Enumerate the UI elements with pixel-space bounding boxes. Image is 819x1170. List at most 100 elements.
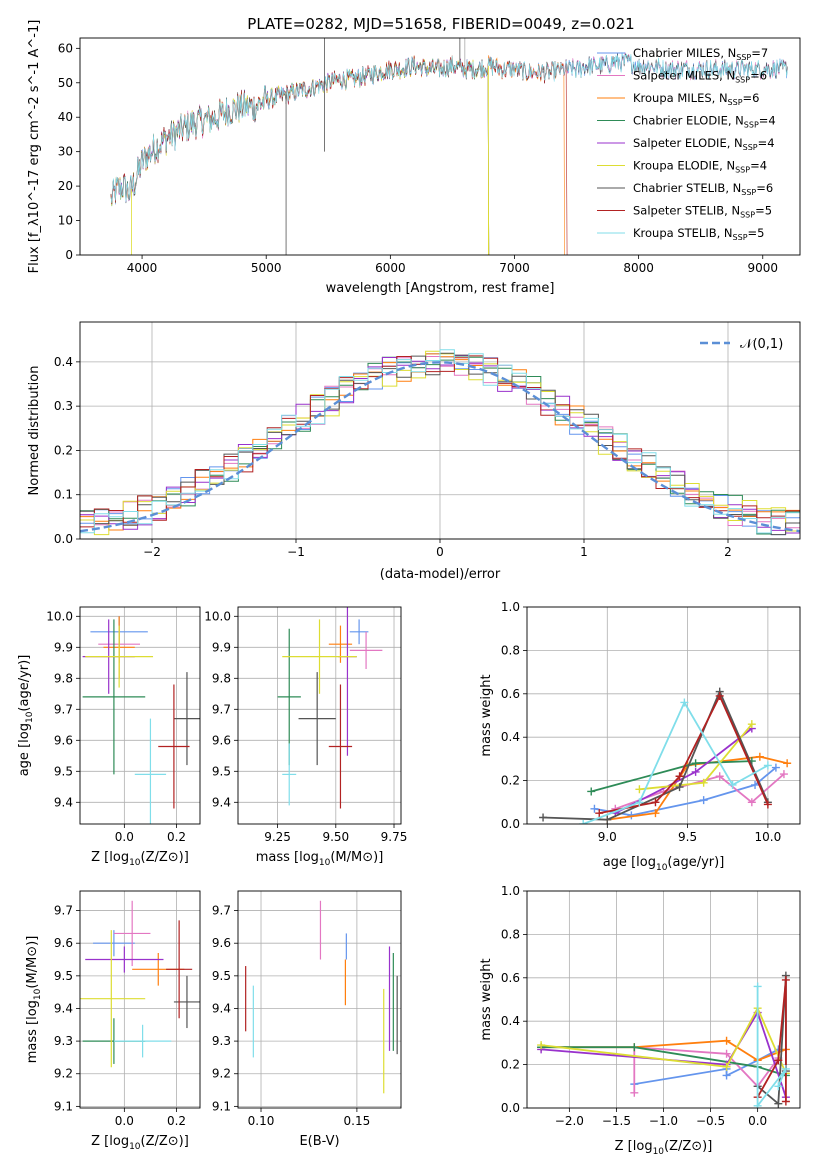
legend-entry: 𝒩(0,1): [740, 337, 783, 352]
weight-marker: [699, 778, 708, 787]
y-tick-label: 9.3: [212, 1034, 231, 1048]
weight-series: [539, 687, 772, 824]
x-tick-label: 9.5: [678, 830, 697, 844]
weight-marker: [603, 815, 612, 824]
weight-series: [635, 720, 756, 794]
y-tick-label: 0.8: [501, 927, 520, 941]
y-tick-label: 9.4: [54, 795, 73, 809]
x-tick-label: 2: [724, 545, 732, 559]
ticks: 0.0 0.2 9.1 9.2 9.3 9.4 9.5 9.6 9.7: [54, 904, 186, 1128]
axes-frame: [79, 37, 801, 256]
y-axis-label: Normed distribution: [27, 366, 42, 496]
error-bars: [277, 607, 383, 809]
y-tick-label: 9.4: [212, 1001, 231, 1015]
axes-frame: [237, 890, 402, 1109]
y-tick-label: 0.2: [501, 774, 520, 788]
weight-marker: [781, 975, 790, 984]
y-tick-label: 40: [58, 110, 73, 124]
spectrum-series-line: [110, 55, 568, 255]
ticks: −2.0 −1.5 −1.0 −0.5 0.0 0.0 0.2 0.4 0.6 0.8 1.0: [501, 884, 767, 1128]
x-tick-label: 0.10: [248, 1114, 275, 1128]
y-tick-label: 50: [58, 76, 73, 90]
y-tick-label: 30: [58, 145, 73, 159]
x-axis-label: Z [log10(Z/Z⊙)]: [615, 1139, 713, 1157]
data-point: [113, 900, 151, 967]
x-tick-label: 7000: [499, 261, 530, 275]
weight-marker: [771, 763, 780, 772]
x-axis-label: Z [log10(Z/Z⊙)]: [91, 850, 189, 868]
error-bars: [80, 900, 200, 1068]
x-axis-label: Z [log10(Z/Z⊙)]: [91, 1134, 189, 1152]
panel-age-vs-z: 0.0 0.2 9.4 9.5 9.6 9.7 9.8 9.9 10.0 Z [log10(Z/Z…: [17, 606, 201, 868]
ticks: 9.0 9.5 10.0 0.0 0.2 0.4 0.6 0.8 1.0: [501, 600, 781, 844]
weight-marker: [715, 772, 724, 781]
data-point: [113, 1024, 172, 1058]
weight-marker: [755, 752, 764, 761]
legend-entry: Salpeter MILES, NSSP=6: [633, 69, 767, 85]
histogram-series: [80, 352, 800, 536]
weight-marker: [691, 767, 700, 776]
x-tick-label: 9.25: [264, 830, 291, 844]
weight-marker: [774, 1056, 783, 1065]
legend-entry: Kroupa ELODIE, NSSP=4: [633, 159, 767, 175]
figure-title: PLATE=0282, MJD=51658, FIBERID=0049, z=0…: [247, 15, 634, 33]
weight-marker: [747, 720, 756, 729]
weight-series: [579, 698, 772, 824]
panels: 4000 5000 6000 7000 8000 90000102030405060wav…: [17, 20, 801, 1157]
legend-entry: Kroupa MILES, NSSP=6: [633, 91, 759, 107]
x-tick-label: 0.0: [115, 830, 134, 844]
x-tick-label: 9.75: [381, 830, 408, 844]
spectrum-series-line: [110, 52, 788, 203]
weight-marker: [783, 759, 792, 768]
legend: 𝒩(0,1): [700, 337, 783, 352]
spectrum-series-line: [110, 56, 490, 255]
y-tick-label: 9.7: [54, 904, 73, 918]
y-tick-label: 9.7: [54, 702, 73, 716]
data-point: [166, 920, 193, 1019]
weight-line: [756, 986, 787, 1108]
data-point: [93, 930, 135, 957]
x-tick-label: −1: [287, 545, 305, 559]
y-tick-label: 9.3: [54, 1034, 73, 1048]
weight-marker: [579, 820, 588, 824]
weight-marker: [691, 759, 700, 768]
y-tick-label: 9.4: [54, 1001, 73, 1015]
x-tick-label: 0.0: [748, 1114, 767, 1128]
weight-marker: [675, 772, 684, 781]
x-axis-label: (data-model)/error: [380, 567, 501, 582]
y-tick-label: 0.4: [54, 355, 73, 369]
y-tick-label: 9.8: [54, 671, 73, 685]
y-axis-label: age [log10(age/yr)]: [17, 655, 35, 777]
weight-marker: [722, 1062, 731, 1071]
data-point: [328, 684, 353, 809]
ticks: 9.25 9.50 9.75 9.4 9.5 9.6 9.7 9.8 9.9 10.0: [204, 609, 407, 844]
y-tick-label: 0.4: [501, 1014, 520, 1028]
y-tick-label: 9.7: [212, 702, 231, 716]
weight-marker: [715, 691, 724, 700]
weight-line: [639, 723, 753, 791]
y-tick-label: 9.5: [212, 764, 231, 778]
histograms: [80, 349, 800, 536]
weight-marker: [774, 1082, 783, 1091]
weight-marker: [722, 1071, 731, 1080]
y-tick-label: 9.6: [54, 936, 73, 950]
weight-marker: [635, 798, 644, 807]
y-tick-label: 10.0: [46, 609, 73, 623]
x-tick-label: 10.0: [755, 830, 782, 844]
x-tick-label: 4000: [127, 261, 158, 275]
y-tick-label: 9.2: [54, 1067, 73, 1081]
y-tick-label: 0: [65, 248, 73, 262]
y-tick-label: 0.0: [54, 532, 73, 546]
x-tick-label: −2.0: [555, 1114, 584, 1128]
x-tick-label: 9000: [747, 261, 778, 275]
weight-marker: [747, 798, 756, 807]
ticks: −2 −1 0 1 2 0.0 0.1 0.2 0.3 0.4: [54, 355, 732, 559]
weight-marker: [539, 813, 548, 822]
legend-entry: Kroupa STELIB, NSSP=5: [633, 226, 764, 242]
data-point: [349, 631, 383, 669]
y-tick-label: 9.9: [54, 640, 73, 654]
legend-entry: Salpeter ELODIE, NSSP=4: [633, 136, 775, 152]
x-tick-label: −1.5: [602, 1114, 631, 1128]
weight-line: [540, 1006, 787, 1074]
